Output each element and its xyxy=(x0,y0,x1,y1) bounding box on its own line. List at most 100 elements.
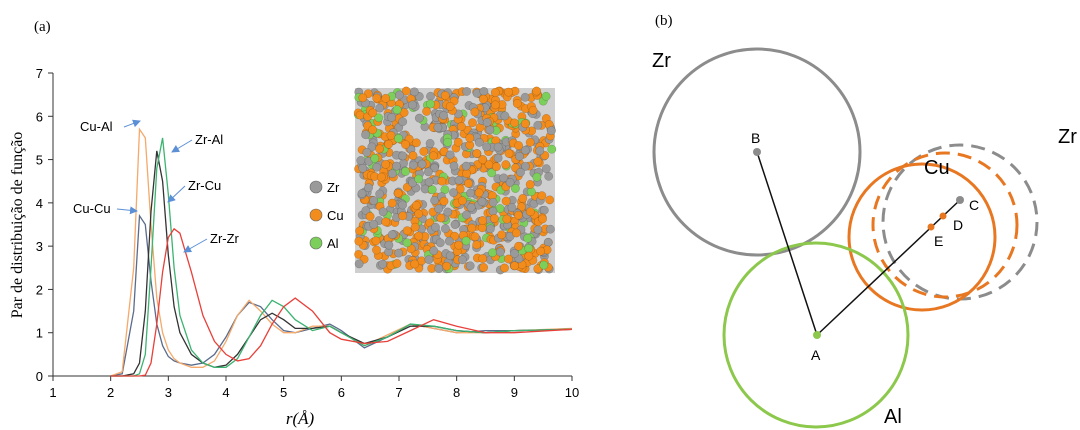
atom xyxy=(465,133,475,143)
atom xyxy=(490,100,500,110)
atom xyxy=(472,149,482,158)
atom xyxy=(501,160,511,170)
segments xyxy=(756,151,961,336)
atom xyxy=(497,230,507,240)
y-tick-label: 0 xyxy=(36,369,43,384)
atom xyxy=(504,87,513,97)
atom xyxy=(465,261,475,271)
atom xyxy=(440,185,450,195)
atom xyxy=(511,228,521,238)
point-label: C xyxy=(969,197,979,213)
atom xyxy=(547,144,557,154)
atom xyxy=(371,236,381,246)
atom xyxy=(392,105,402,115)
atom xyxy=(375,103,385,113)
atom xyxy=(450,220,460,230)
atom xyxy=(538,214,547,224)
atom xyxy=(411,138,421,148)
x-tick-label: 9 xyxy=(511,385,518,400)
atom xyxy=(443,207,453,217)
atom xyxy=(504,149,514,158)
atom xyxy=(499,173,509,183)
atom xyxy=(461,236,471,246)
atom xyxy=(514,141,524,151)
point-labels: A B C D E xyxy=(751,130,979,363)
atom xyxy=(515,151,524,161)
y-tick-label: 1 xyxy=(36,326,43,341)
atom xyxy=(439,196,449,206)
atom xyxy=(362,147,372,157)
atom xyxy=(539,205,549,215)
circle xyxy=(847,162,997,312)
x-tick-label: 6 xyxy=(338,385,345,400)
atom xyxy=(474,137,484,147)
atom xyxy=(488,248,497,258)
circle xyxy=(652,47,862,257)
atom xyxy=(387,230,397,240)
legend-label: Cu xyxy=(327,208,344,223)
atom xyxy=(401,167,410,176)
atom xyxy=(539,260,549,270)
atom xyxy=(520,161,530,171)
atom xyxy=(520,119,530,129)
atom xyxy=(468,118,477,128)
atom xyxy=(541,91,551,101)
atom xyxy=(505,177,515,187)
series-line xyxy=(110,227,573,377)
y-tick-label: 2 xyxy=(36,282,43,297)
atom xyxy=(361,130,371,140)
atom xyxy=(440,224,450,234)
circle-label: Zr xyxy=(652,50,671,72)
atom xyxy=(525,137,535,147)
atom xyxy=(355,226,365,236)
atom xyxy=(358,93,368,103)
atom xyxy=(512,99,522,108)
atom xyxy=(394,248,404,258)
atom xyxy=(410,259,420,269)
atom xyxy=(493,153,503,163)
atom xyxy=(546,126,556,136)
x-axis-label: r(Å) xyxy=(286,409,315,428)
x-tick-label: 5 xyxy=(280,385,287,400)
atom xyxy=(409,160,418,170)
atom xyxy=(507,203,517,213)
atom xyxy=(434,204,444,214)
series-label: Zr-Zr xyxy=(210,231,240,246)
atom xyxy=(401,86,411,96)
x-tick-label: 3 xyxy=(165,385,172,400)
atom xyxy=(435,238,445,248)
atom xyxy=(428,151,438,161)
atom xyxy=(457,196,467,206)
atom xyxy=(402,226,412,236)
atom xyxy=(482,142,492,152)
atom xyxy=(458,255,467,265)
label-arrow xyxy=(171,139,193,153)
atom xyxy=(545,224,555,234)
atom xyxy=(478,216,488,225)
atom xyxy=(478,155,488,164)
atom xyxy=(502,214,512,224)
point-label: A xyxy=(811,347,821,363)
label-arrow xyxy=(116,206,138,215)
atom xyxy=(417,159,427,169)
atom xyxy=(384,139,393,149)
atom xyxy=(532,172,542,182)
atom xyxy=(463,178,473,188)
atom xyxy=(354,249,364,259)
atom xyxy=(354,236,364,246)
atom xyxy=(454,175,464,185)
atom xyxy=(485,224,495,234)
atom xyxy=(466,202,476,212)
atom xyxy=(456,122,466,131)
atom xyxy=(537,191,547,201)
atom xyxy=(500,111,510,121)
x-tick-label: 4 xyxy=(222,385,229,400)
atom xyxy=(381,93,391,103)
atom xyxy=(536,246,546,256)
legend-label: Zr xyxy=(327,180,340,195)
atom xyxy=(392,259,402,268)
series-line xyxy=(110,150,573,377)
atom xyxy=(493,142,503,152)
x-tick-label: 7 xyxy=(395,385,402,400)
atom xyxy=(520,145,530,155)
